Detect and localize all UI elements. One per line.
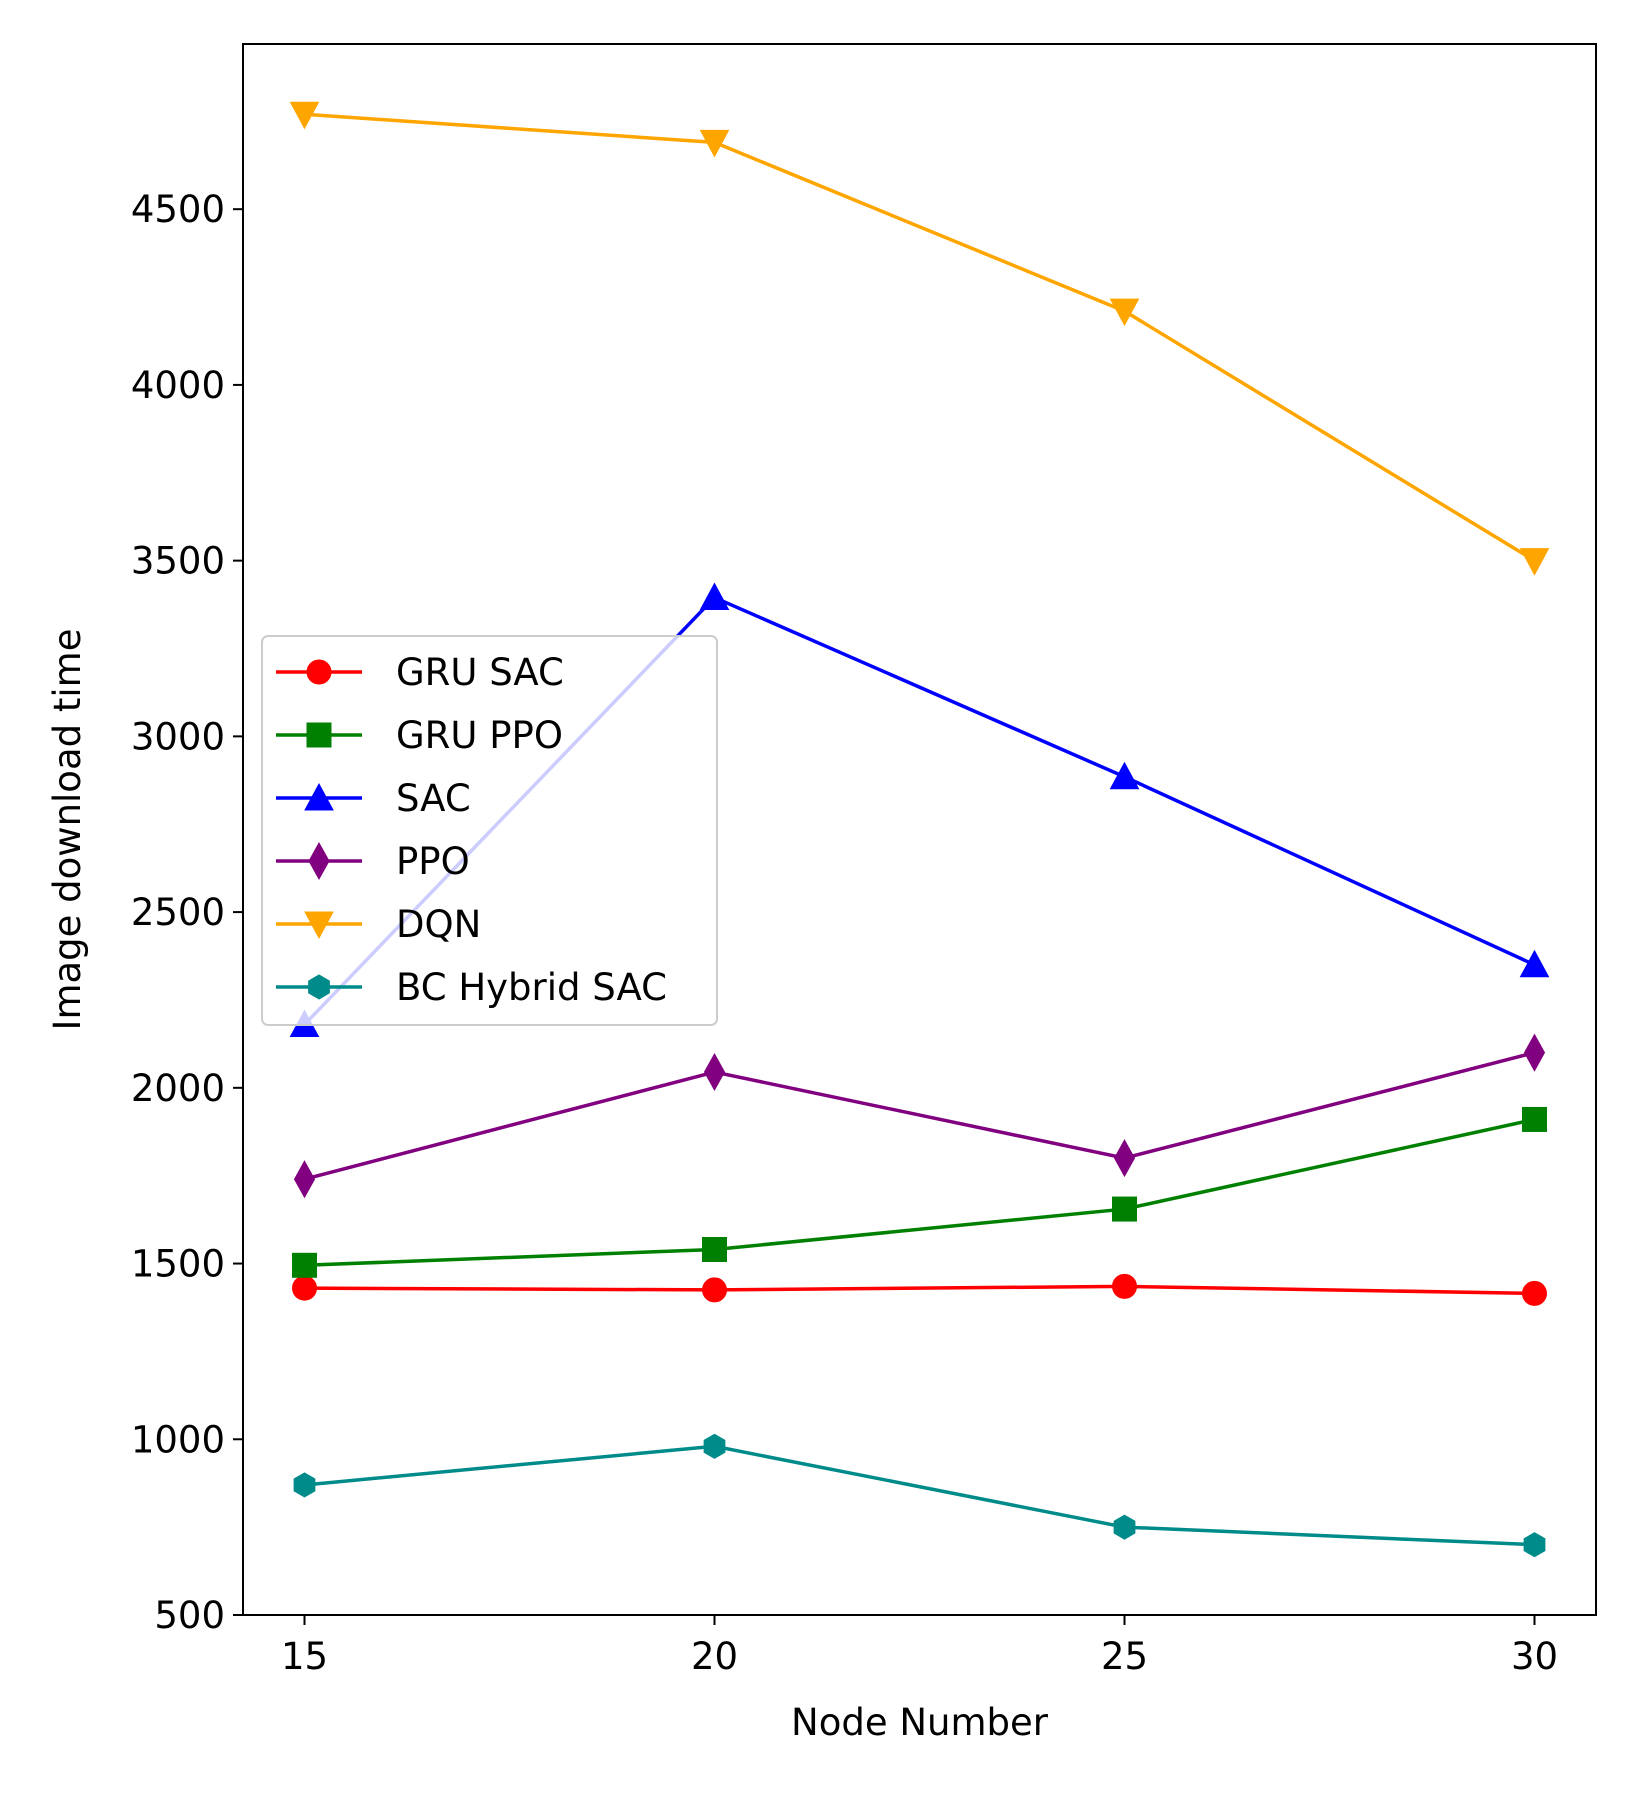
series-line-gru-ppo [304,1117,1535,1268]
data-point [703,1052,726,1092]
legend-item: SAC [276,777,471,820]
legend-label: SAC [396,777,471,820]
legend-marker [306,659,332,685]
data-point [1523,1532,1546,1558]
data-point [1522,1280,1547,1306]
y-tick-label: 3000 [131,715,225,758]
legend-label: GRU PPO [396,714,563,757]
legend-label: DQN [396,903,481,946]
data-point [1522,1106,1547,1132]
y-tick-label: 2000 [131,1067,225,1110]
data-point [1112,1196,1137,1222]
data-point [702,1236,727,1262]
legend-label: GRU SAC [396,651,564,694]
data-point [1113,1514,1136,1540]
legend-label: BC Hybrid SAC [396,966,667,1009]
data-point [293,1472,316,1498]
x-tick-label: 25 [1101,1635,1148,1678]
series-line-bc-hybrid-sac [304,1444,1535,1547]
series-markers [289,101,1550,1558]
x-tick-label: 20 [691,1635,738,1678]
data-point [1113,1139,1136,1178]
data-point [699,129,730,158]
legend-box [261,635,718,1026]
legend-marker [308,841,330,881]
axis-ticks: 15 20 25 30 500 1000 1500 2000 2500 3000 3500 4000 4… [131,188,1558,1678]
x-tick-label: 15 [281,1635,328,1678]
data-point [292,1275,317,1301]
legend-marker [306,722,332,748]
data-point [289,101,320,130]
y-tick-label: 2500 [131,891,225,934]
legend-item: PPO [276,840,470,883]
y-tick-label: 1500 [131,1243,225,1286]
data-point [702,1277,727,1303]
x-axis-label: Node Number [791,1701,1049,1744]
data-point [703,1433,726,1459]
legend-item: DQN [276,903,481,946]
data-point [293,1160,316,1199]
legend-item: GRU PPO [276,714,563,757]
data-point [1112,1273,1137,1299]
legend: GRU SAC GRU PPO SAC PPO DQN BC Hybrid SAC [261,635,718,1026]
series-line-dqn [304,112,1536,563]
legend-label: PPO [396,840,470,883]
legend-marker [304,911,334,940]
y-tick-label: 4000 [131,364,225,407]
y-tick-label: 4500 [131,188,225,231]
data-point [1519,949,1550,978]
plot-frame [242,43,1597,1616]
legend-item: GRU SAC [276,651,564,694]
data-point [1523,1033,1546,1072]
data-point [1109,298,1140,327]
y-axis-label: Image download time [46,629,89,1031]
y-tick-label: 500 [154,1594,225,1637]
y-tick-label: 1000 [131,1418,225,1461]
legend-marker [304,782,334,811]
y-tick-label: 3500 [131,540,225,583]
data-point [699,582,730,611]
data-point [1109,761,1140,790]
legend-item: BC Hybrid SAC [276,966,667,1009]
series-line-ppo [304,1050,1535,1181]
legend-marker [308,974,330,1000]
series-line-gru-sac [304,1284,1535,1296]
data-point [292,1252,317,1278]
data-point [1519,548,1550,576]
x-tick-label: 30 [1511,1635,1558,1678]
